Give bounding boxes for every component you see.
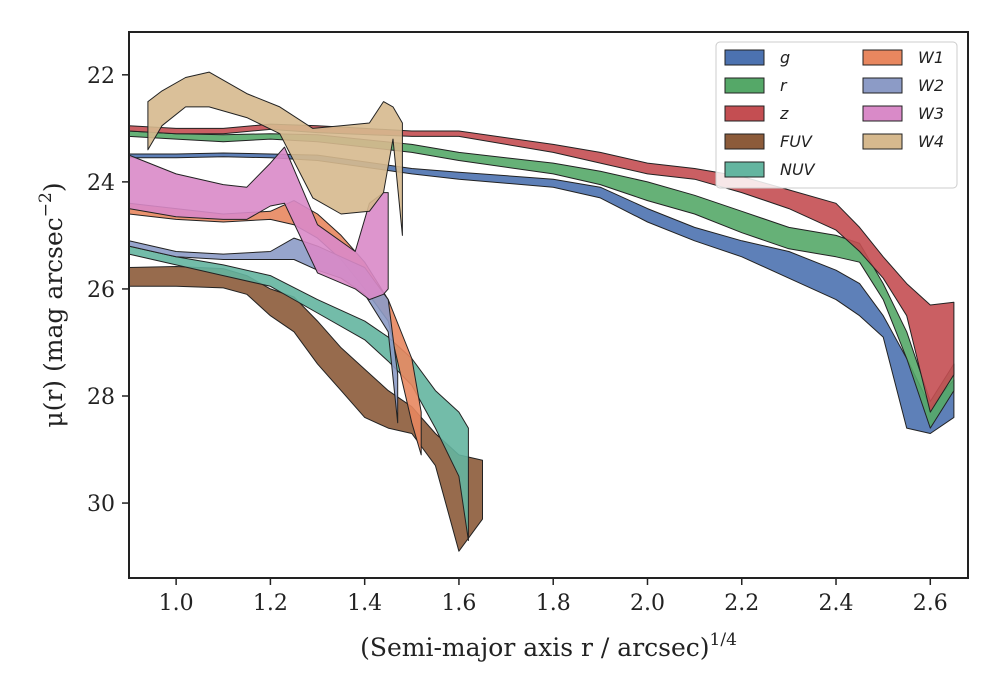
y-axis-label-text: μ(r) (mag arcsec (39, 217, 68, 427)
x-axis-label-exponent: 1/4 (710, 630, 737, 650)
legend-label-w4: W4 (918, 132, 944, 151)
y-axis-label: μ(r) (mag arcsec−2) (36, 182, 68, 427)
legend-swatch-r (724, 77, 765, 94)
legend-label-r: r (780, 76, 788, 95)
area-r (128, 130, 955, 429)
legend-label-g: g (780, 48, 790, 67)
legend-label-z: z (779, 104, 789, 123)
legend-swatch-w1 (862, 49, 903, 66)
x-tick-label: 1.0 (159, 591, 194, 616)
x-tick-label: 1.8 (536, 591, 571, 616)
legend-swatch-z (724, 105, 765, 122)
area-nuv (128, 245, 469, 541)
x-axis: 1.0 1.2 1.4 1.6 1.8 2.0 2.2 2.4 2.6 (159, 578, 948, 616)
x-axis-label: (Semi-major axis r / arcsec)1/4 (360, 630, 737, 662)
area-w4 (147, 71, 403, 236)
y-tick-label: 26 (87, 278, 115, 303)
x-tick-label: 1.6 (441, 591, 476, 616)
series-areas (128, 71, 955, 552)
y-axis-label-close: ) (39, 182, 68, 192)
legend-swatch-nuv (724, 161, 765, 178)
x-tick-label: 2.2 (724, 591, 759, 616)
legend-swatch-w2 (862, 77, 903, 94)
y-tick-label: 22 (87, 64, 115, 89)
area-z (128, 123, 955, 413)
y-axis-label-exponent: −2 (36, 192, 56, 217)
legend-label-fuv: FUV (780, 132, 813, 151)
y-tick-label: 24 (87, 171, 115, 196)
legend-swatch-fuv (724, 133, 765, 150)
plot-frame (128, 31, 969, 579)
legend-label-w2: W2 (918, 76, 944, 95)
x-tick-label: 2.0 (630, 591, 665, 616)
y-axis: 22 24 26 28 30 (87, 64, 129, 517)
area-w3 (128, 146, 389, 301)
legend-swatch-w4 (862, 133, 903, 150)
x-tick-label: 1.2 (253, 591, 288, 616)
legend-label-nuv: NUV (780, 160, 816, 179)
legend-swatch-g (724, 49, 765, 66)
legend: grz FUV NUV W1 W2 W3 W4 (715, 41, 958, 189)
x-tick-label: 2.4 (819, 591, 854, 616)
area-g (128, 152, 955, 434)
legend-label-w3: W3 (918, 104, 944, 123)
area-w2 (128, 237, 399, 424)
x-tick-label: 1.4 (347, 591, 382, 616)
y-tick-label: 28 (87, 385, 115, 410)
legend-label-w1: W1 (918, 48, 944, 67)
legend-swatch-w3 (862, 105, 903, 122)
y-tick-label: 30 (87, 492, 115, 517)
x-axis-label-text: (Semi-major axis r / arcsec) (360, 633, 709, 662)
x-tick-label: 2.6 (913, 591, 948, 616)
